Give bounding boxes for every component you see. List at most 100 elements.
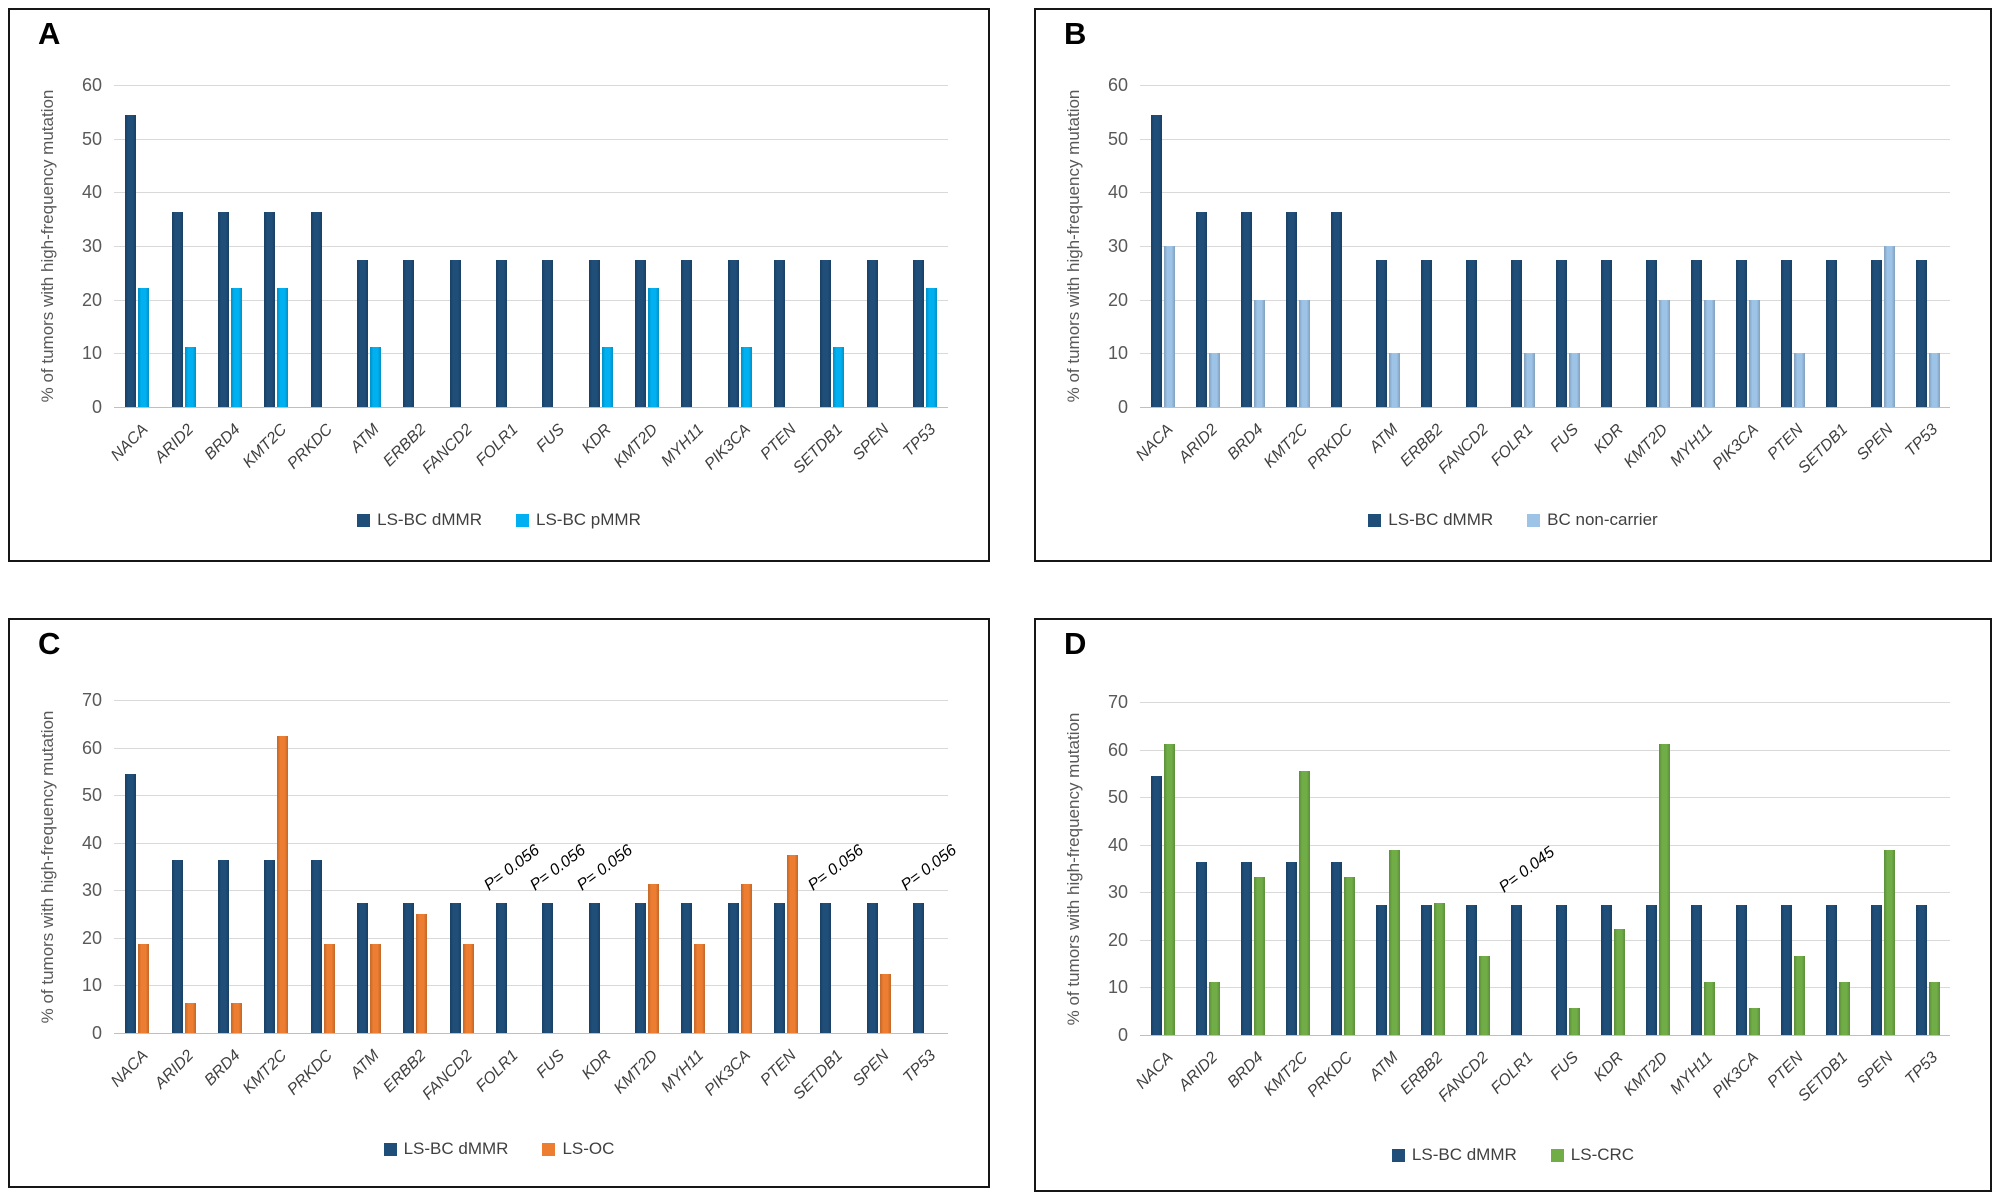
bar-ls-oc-naca xyxy=(138,944,149,1033)
bar-ls-crc-naca xyxy=(1164,744,1175,1035)
legend-c: LS-BC dMMR LS-OC xyxy=(10,1139,988,1159)
legend-swatch-ls-oc xyxy=(542,1142,556,1156)
bar-ls-crc-kmt2c xyxy=(1299,771,1310,1035)
bar-ls-bc-dmmr-fancd2 xyxy=(450,903,461,1033)
x-axis-label-kdr: KDR xyxy=(578,421,615,457)
legend-b: LS-BC dMMR BC non-carrier xyxy=(1036,510,1990,530)
bar-ls-bc-pmmr-kdr xyxy=(602,347,613,407)
x-axis-label-fus: FUS xyxy=(1546,421,1582,456)
x-axis-label-fancd2: FANCD2 xyxy=(419,421,476,478)
x-axis-label-fus: FUS xyxy=(533,1047,569,1082)
bar-bc-non-carrier-pik3ca xyxy=(1749,300,1760,407)
x-axis-label-prkdc: PRKDC xyxy=(1304,421,1357,473)
gridline xyxy=(1140,750,1950,751)
gridline xyxy=(114,353,948,354)
x-axis-label-folr1: FOLR1 xyxy=(473,1047,522,1096)
bar-ls-bc-dmmr-pik3ca xyxy=(1736,905,1747,1035)
bar-ls-bc-dmmr-naca xyxy=(125,774,136,1033)
x-axis-line xyxy=(114,1033,948,1034)
bar-ls-oc-prkdc xyxy=(324,944,335,1033)
y-tick-label: 50 xyxy=(81,785,102,805)
bar-ls-bc-dmmr-myh11 xyxy=(1691,905,1702,1035)
gridline xyxy=(1140,892,1950,893)
panel-label-a: A xyxy=(38,16,61,51)
bar-ls-bc-dmmr-myh11 xyxy=(681,260,692,407)
x-axis-label-pik3ca: PIK3CA xyxy=(701,1047,754,1100)
x-axis-label-kmt2d: KMT2D xyxy=(610,1047,661,1098)
bar-bc-non-carrier-naca xyxy=(1164,246,1175,407)
gridline xyxy=(114,85,948,86)
bar-ls-bc-dmmr-setdb1 xyxy=(820,903,831,1033)
x-axis-label-kmt2c: KMT2C xyxy=(239,1047,291,1098)
y-tick-label: 30 xyxy=(81,236,102,256)
bar-ls-oc-kmt2d xyxy=(648,884,659,1033)
x-axis-label-spen: SPEN xyxy=(1853,421,1897,464)
x-axis-label-pten: PTEN xyxy=(757,421,800,464)
y-tick-label: 0 xyxy=(1117,1025,1128,1045)
legend-swatch-ls-bc-dmmr xyxy=(1391,1148,1405,1162)
bar-ls-bc-dmmr-prkdc xyxy=(311,212,322,407)
y-tick-label: 10 xyxy=(81,975,102,995)
gridline xyxy=(1140,300,1950,301)
bar-ls-bc-dmmr-kmt2c xyxy=(1286,212,1297,407)
x-axis-label-prkdc: PRKDC xyxy=(284,421,337,473)
y-tick-label: 40 xyxy=(1107,182,1128,202)
y-tick-label: 60 xyxy=(1107,75,1128,95)
x-axis-label-kdr: KDR xyxy=(578,1047,615,1083)
y-tick-label: 60 xyxy=(81,738,102,758)
bar-ls-bc-pmmr-brd4 xyxy=(231,288,242,407)
bar-ls-bc-dmmr-folr1 xyxy=(496,260,507,407)
x-axis-label-kmt2d: KMT2D xyxy=(1621,1049,1672,1100)
bar-ls-bc-dmmr-fus xyxy=(1556,260,1567,407)
bar-ls-bc-dmmr-brd4 xyxy=(218,860,229,1033)
gridline xyxy=(114,843,948,844)
x-axis-line xyxy=(1140,1035,1950,1036)
bar-ls-crc-myh11 xyxy=(1704,982,1715,1035)
bar-ls-bc-dmmr-myh11 xyxy=(681,903,692,1033)
legend-swatch-ls-crc xyxy=(1550,1148,1564,1162)
bar-ls-bc-dmmr-pten xyxy=(774,260,785,407)
legend-swatch-bc-non-carrier xyxy=(1527,513,1541,527)
bar-ls-bc-dmmr-spen xyxy=(1871,905,1882,1035)
gridline xyxy=(1140,139,1950,140)
bar-ls-bc-dmmr-setdb1 xyxy=(1826,260,1837,407)
bar-ls-crc-kmt2d xyxy=(1659,744,1670,1035)
legend-swatch-ls-bc-dmmr xyxy=(357,513,371,527)
bar-ls-bc-pmmr-setdb1 xyxy=(833,347,844,407)
x-axis-label-naca: NACA xyxy=(107,1047,152,1091)
bar-bc-non-carrier-myh11 xyxy=(1704,300,1715,407)
bar-ls-crc-fancd2 xyxy=(1479,956,1490,1035)
bar-bc-non-carrier-kmt2c xyxy=(1299,300,1310,407)
y-tick-label: 20 xyxy=(81,928,102,948)
bar-ls-crc-brd4 xyxy=(1254,877,1265,1035)
legend-item: LS-BC dMMR xyxy=(1368,510,1493,530)
legend-swatch-ls-bc-pmmr xyxy=(516,513,529,527)
gridline xyxy=(114,246,948,247)
bar-ls-bc-dmmr-arid2 xyxy=(172,212,183,407)
bar-ls-bc-dmmr-naca xyxy=(1151,115,1162,407)
bar-ls-crc-kdr xyxy=(1614,929,1625,1035)
gridline xyxy=(114,139,948,140)
legend-swatch-ls-bc-dmmr xyxy=(1368,513,1382,527)
bar-ls-bc-dmmr-erbb2 xyxy=(403,903,414,1033)
x-axis-label-arid2: ARID2 xyxy=(1176,421,1222,467)
gridline xyxy=(1140,940,1950,941)
bar-ls-bc-pmmr-naca xyxy=(138,288,149,407)
x-axis-label-arid2: ARID2 xyxy=(152,421,198,467)
gridline xyxy=(114,748,948,749)
bar-ls-bc-dmmr-pten xyxy=(1781,905,1792,1035)
legend-label: LS-BC dMMR xyxy=(1388,510,1494,529)
bar-ls-bc-dmmr-myh11 xyxy=(1691,260,1702,407)
x-axis-label-myh11: MYH11 xyxy=(1667,1049,1717,1098)
bar-ls-bc-pmmr-arid2 xyxy=(185,347,196,407)
y-tick-label: 70 xyxy=(81,690,102,710)
gridline xyxy=(1140,246,1950,247)
bar-ls-bc-dmmr-prkdc xyxy=(311,860,322,1033)
gridline xyxy=(1140,85,1950,86)
x-axis-label-fancd2: FANCD2 xyxy=(419,1047,476,1104)
bar-ls-crc-erbb2 xyxy=(1434,903,1445,1035)
y-tick-label: 30 xyxy=(1107,236,1128,256)
bar-ls-bc-dmmr-tp53 xyxy=(913,903,924,1033)
bar-ls-bc-dmmr-naca xyxy=(125,115,136,407)
